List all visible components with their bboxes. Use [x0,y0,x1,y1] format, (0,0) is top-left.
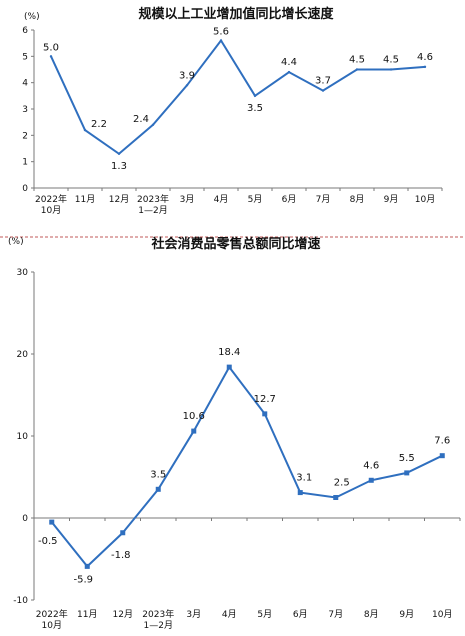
industrial-growth-chart: 规模以上工业增加值同比增长速度 (%) 0 1 2 3 4 5 6 2022年 10月 11月 12… [0,0,465,236]
data-label: 7.6 [434,436,450,447]
x-tick-label: 2023年 [142,608,174,620]
data-label: 12.7 [254,394,276,405]
x-tick-label: 2023年 [137,193,169,205]
y-tick-label: 30 [17,268,29,278]
x-tick-label: 11月 [75,194,95,205]
data-label: 3.1 [296,473,312,484]
data-label: 2.4 [133,114,149,125]
x-tick-label: 4月 [214,194,229,205]
data-point [389,68,393,71]
data-label: 4.4 [281,57,297,68]
data-point [439,453,445,459]
y-tick-label: 1 [22,158,28,168]
data-label: 2.5 [334,478,350,489]
x-tick-label: 3月 [186,609,201,620]
x-tick-label: 1—2月 [144,620,173,631]
data-point [49,55,53,58]
x-tick-label: 2022年 [35,193,67,205]
y-tick-label: 0 [22,184,28,194]
x-tick-label: 12月 [113,609,133,620]
x-tick-label: 12月 [109,194,129,205]
y-tick-label: 10 [17,432,29,442]
data-point [155,486,161,492]
x-tick-label: 10月 [42,620,62,631]
data-point [404,470,410,476]
y-tick-label: 3 [22,105,28,115]
data-label: 3.9 [179,70,195,81]
data-label: 5.0 [43,42,59,53]
y-unit-label: (%) [24,12,40,22]
data-point [120,530,126,536]
data-label: 5.5 [399,453,415,464]
chart-title: 规模以上工业增加值同比增长速度 [138,6,334,22]
x-tick-label: 11月 [77,609,97,620]
data-label: 4.6 [363,460,379,471]
x-tick-label: 8月 [364,609,379,620]
x-tick-label: 4月 [222,609,237,620]
y-tick-label: 20 [17,350,29,360]
data-point [297,490,303,496]
y-tick-label: -10 [13,596,28,606]
x-tick-label: 6月 [282,194,297,205]
x-tick-label: 10月 [432,609,452,620]
y-tick-label: 4 [22,79,28,89]
y-tick-label: 2 [22,131,28,141]
x-tick-label: 8月 [350,194,365,205]
x-tick-label: 2022年 [36,608,68,620]
y-unit-label: (%) [8,237,24,247]
data-point [49,519,55,525]
y-tick-label: 6 [22,26,28,36]
data-point [423,65,427,69]
data-label: 3.5 [247,103,263,114]
data-label: 10.6 [183,411,205,422]
x-tick-label: 10月 [41,205,61,216]
data-label: -5.9 [73,574,93,585]
x-tick-label: 1—2月 [138,205,167,216]
x-tick-label: 7月 [316,194,331,205]
data-label: 4.6 [417,52,433,63]
data-label: 3.7 [315,76,331,87]
data-label: 4.5 [383,55,399,66]
data-point [253,94,257,98]
data-label: 2.2 [91,119,107,130]
x-tick-label: 7月 [328,609,343,620]
y-tick-label: 5 [22,52,28,62]
data-point [368,477,374,483]
data-point [219,39,223,42]
x-tick-label: 10月 [415,194,435,205]
x-tick-label: 9月 [384,194,399,205]
data-point [355,68,359,71]
series-line [50,365,443,568]
x-tick-label: 6月 [293,609,308,620]
retail-sales-growth-chart: 社会消费品零售总额同比增速 (%) -10 0 10 20 30 2022年 10月 11月 1… [0,236,465,636]
data-label: 3.5 [150,469,166,480]
data-point [333,495,339,500]
data-point [151,123,155,127]
x-tick-label: 5月 [257,609,272,620]
x-tick-label: 3月 [180,194,195,205]
data-label: 1.3 [111,161,127,172]
data-label: 4.5 [349,55,365,66]
y-tick-label: 0 [22,514,28,524]
data-point [185,84,189,87]
x-tick-label: 5月 [248,194,263,205]
data-point [287,70,291,74]
x-tick-label: 9月 [399,609,414,620]
data-point [191,428,197,434]
data-label: -1.8 [111,550,131,561]
chart-title: 社会消费品零售总额同比增速 [150,236,320,252]
data-label: -0.5 [38,536,58,547]
data-point [262,411,268,417]
data-point [117,152,121,155]
data-label: 18.4 [218,347,240,358]
data-point [321,89,325,92]
series-line [50,38,426,156]
data-point [226,364,232,370]
data-point [83,128,87,132]
data-label: 5.6 [213,27,229,38]
data-point [84,563,90,569]
